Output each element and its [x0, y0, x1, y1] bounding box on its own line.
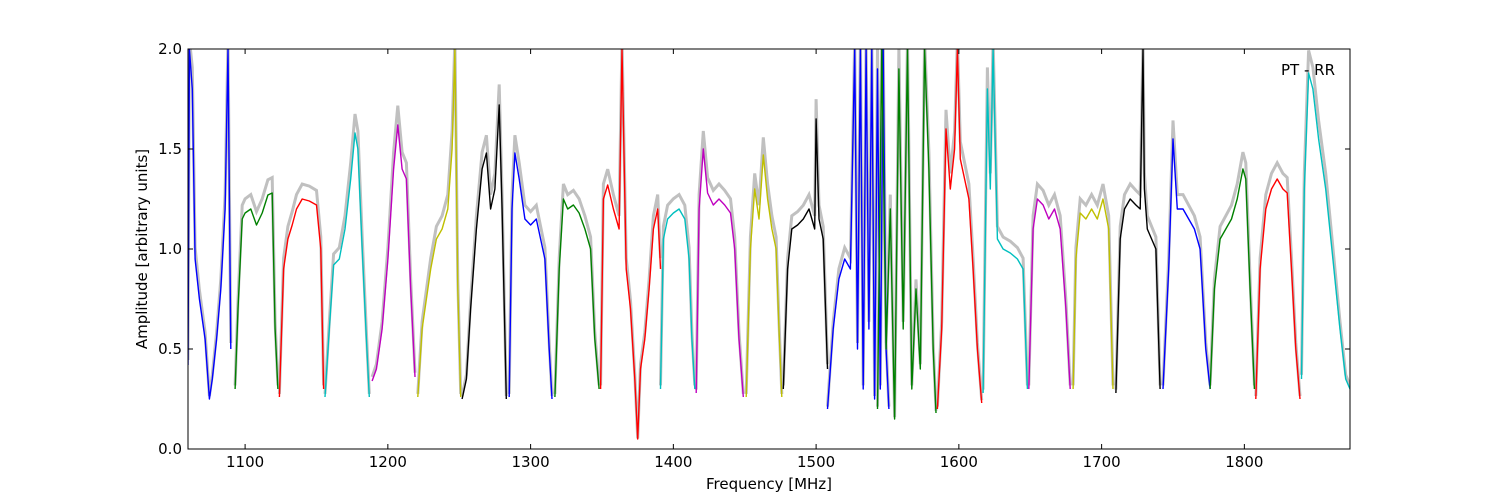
series-1-line [234, 192, 279, 390]
series-17-line [982, 49, 1029, 394]
series-18-line [1028, 198, 1071, 390]
series-13-line [782, 118, 829, 390]
series-23-line [1255, 178, 1301, 400]
series-22-line [1209, 168, 1256, 390]
series-24-line [1300, 72, 1350, 390]
series-20-envelope [1114, 49, 1162, 390]
y-tick-label: 2.0 [158, 40, 182, 58]
series-19-line [1072, 198, 1114, 390]
annotation-label: PT - RR [1281, 61, 1335, 79]
y-tick-label: 0.0 [158, 440, 182, 458]
x-tick-label: 1200 [369, 453, 407, 471]
series-13-envelope [781, 99, 829, 386]
series-15-line [876, 49, 937, 420]
series-0-line [188, 49, 232, 400]
series-11-envelope [694, 130, 745, 395]
series-7-line [508, 152, 553, 400]
series-2-envelope [277, 182, 326, 394]
series-17-envelope [981, 49, 1029, 390]
x-tick-label: 1100 [226, 453, 264, 471]
series-12-line [745, 154, 783, 398]
series-24-envelope [1300, 50, 1350, 386]
x-axis-label: Frequency [MHz] [706, 475, 832, 493]
series-21-line [1162, 138, 1211, 390]
series-10-line [659, 208, 696, 390]
y-tick-label: 1.5 [158, 140, 182, 158]
series-23-envelope [1254, 159, 1302, 397]
series-2-line [278, 198, 325, 398]
x-tick-label: 1600 [940, 453, 978, 471]
x-axis: 1100 1200 1300 1400 1500 1600 1700 1800 [226, 49, 1263, 471]
series-8-line [554, 198, 600, 398]
series-19-envelope [1071, 183, 1115, 386]
series-3-line [324, 132, 370, 398]
series-18-envelope [1027, 180, 1072, 386]
x-tick-label: 1700 [1083, 453, 1121, 471]
series-5-line [417, 49, 462, 398]
series-1-envelope [233, 175, 280, 386]
x-tick-label: 1800 [1225, 453, 1263, 471]
y-tick-label: 1.0 [158, 240, 182, 258]
series-9-line [599, 49, 662, 440]
series-11-line [695, 148, 744, 398]
series-4-line [371, 124, 416, 382]
series-16-line [936, 49, 983, 410]
x-tick-label: 1300 [512, 453, 550, 471]
series-6-line [461, 104, 507, 400]
y-tick-label: 0.5 [158, 340, 182, 358]
series-14-line [826, 49, 890, 410]
x-tick-label: 1400 [654, 453, 692, 471]
series-layer [188, 49, 1350, 440]
y-axis-label: Amplitude [arbitrary units] [133, 149, 151, 349]
series-20-line [1115, 49, 1161, 394]
series-21-envelope [1161, 120, 1212, 386]
series-9-envelope [599, 49, 662, 439]
x-tick-label: 1500 [797, 453, 835, 471]
y-axis: 0.0 0.5 1.0 1.5 2.0 [158, 40, 1350, 458]
